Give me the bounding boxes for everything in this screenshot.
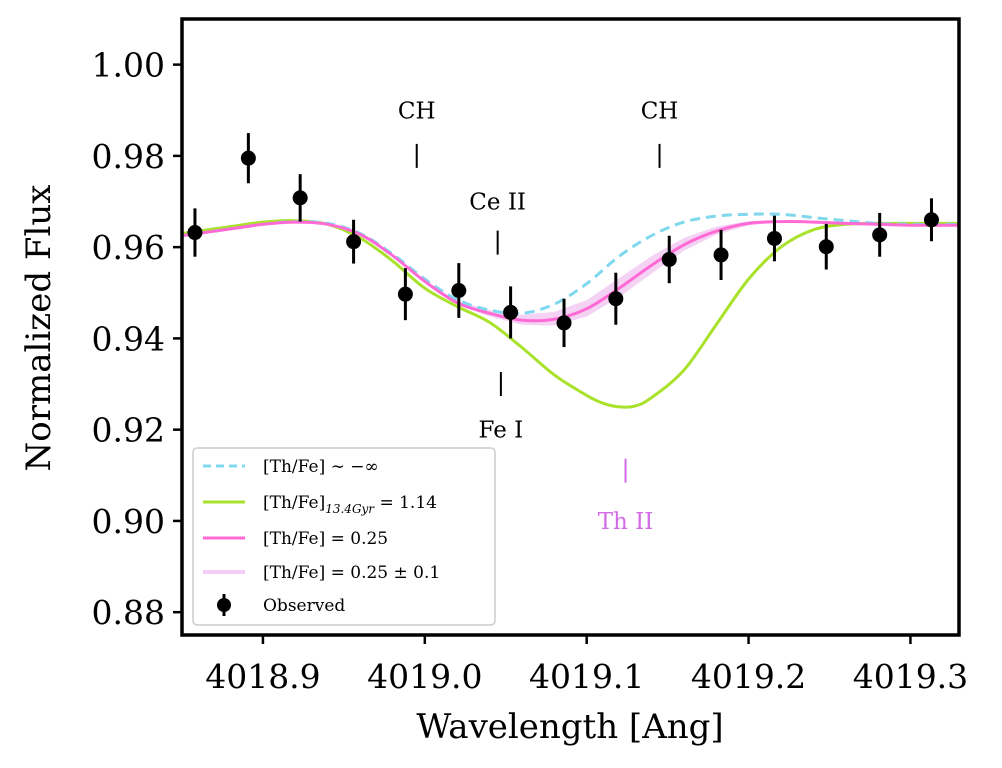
observed-point	[397, 286, 413, 302]
observed-point	[451, 282, 467, 298]
y-axis-label: Normalized Flux	[19, 185, 59, 472]
series-line-noTh	[182, 212, 959, 316]
line-marker-label: CH	[641, 98, 679, 124]
x-tick-label: 4019.2	[691, 657, 806, 696]
x-tick-label: 4018.9	[205, 657, 320, 696]
series-line-best	[182, 220, 959, 323]
x-tick-label: 4019.0	[367, 657, 482, 696]
x-axis: 4018.9 4019.0 4019.1 4019.2 4019.3	[205, 635, 968, 696]
legend-label-age: [Th/Fe]13.4Gyr = 1.14	[263, 493, 437, 516]
x-tick-label: 4019.1	[529, 657, 644, 696]
line-marker-label: Fe I	[479, 418, 524, 444]
y-tick-label: 0.90	[92, 502, 165, 541]
observed-point	[818, 239, 834, 255]
y-tick-label: 0.88	[92, 593, 165, 632]
observed-point	[872, 227, 888, 243]
plot-frame	[180, 17, 961, 637]
observed-point	[713, 247, 729, 263]
x-axis-label: Wavelength [Ang]	[416, 707, 723, 747]
legend-label-band: [Th/Fe] = 0.25 ± 0.1	[263, 563, 440, 583]
observed-point	[661, 251, 677, 267]
y-tick-label: 1.00	[92, 46, 165, 85]
observed-point	[240, 150, 256, 166]
legend-label-noTh: [Th/Fe] ∼ −∞	[263, 457, 379, 477]
legend-label-best: [Th/Fe] = 0.25	[263, 529, 388, 549]
y-tick-label: 0.94	[92, 319, 165, 358]
observed-point	[923, 212, 939, 228]
observed-point	[187, 225, 203, 241]
line-marker-label: Th II	[598, 509, 654, 535]
y-tick-label: 0.92	[92, 411, 165, 450]
line-marker-label: CH	[398, 98, 436, 124]
x-tick-label: 4019.3	[853, 657, 968, 696]
line-marker-label: Ce II	[469, 190, 526, 216]
observed-point	[503, 304, 519, 320]
y-tick-label: 0.96	[92, 228, 165, 267]
line-annotations: CH CH Ce II Fe I Th II	[398, 98, 678, 535]
legend-label-obs: Observed	[263, 596, 345, 616]
legend-handle-observed	[217, 598, 231, 612]
observed-point	[556, 315, 572, 331]
legend-box	[192, 447, 496, 626]
observed-point	[608, 291, 624, 307]
observed-point	[346, 234, 362, 250]
observed-point	[766, 230, 782, 246]
plot-area	[182, 133, 959, 409]
y-axis: 0.88 0.90 0.92 0.94 0.96 0.98 1.00	[92, 46, 182, 632]
observed-point	[292, 190, 308, 206]
y-tick-label: 0.98	[92, 137, 165, 176]
legend: [Th/Fe] ∼ −∞ [Th/Fe]13.4Gyr = 1.14 [Th/Fe]…	[192, 447, 496, 626]
